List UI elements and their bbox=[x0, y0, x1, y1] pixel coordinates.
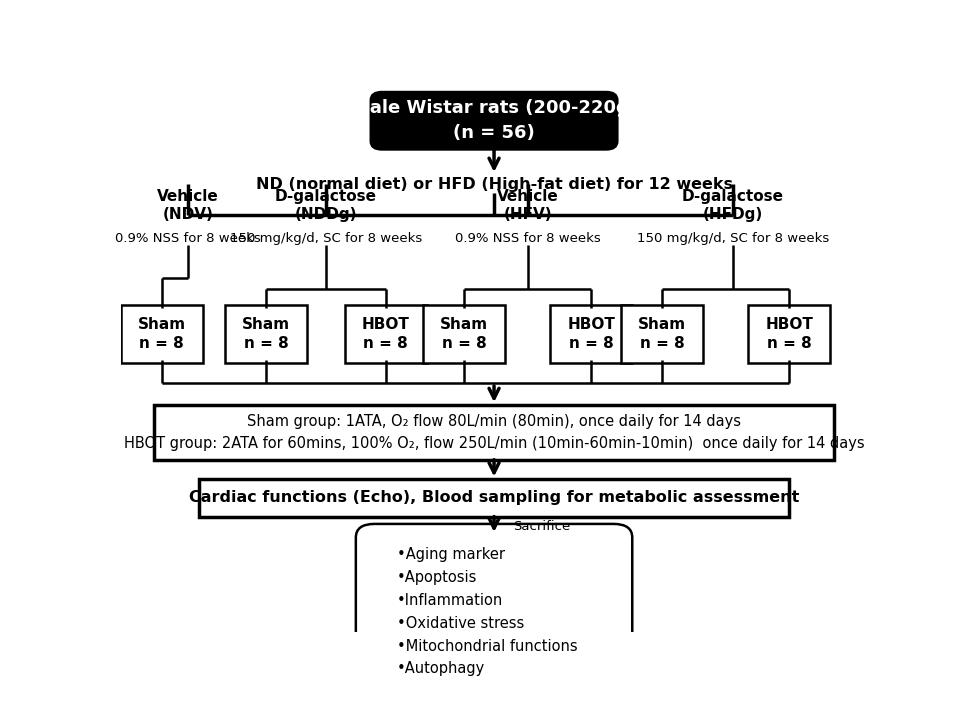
FancyBboxPatch shape bbox=[120, 305, 202, 363]
Text: Sacrifice: Sacrifice bbox=[513, 520, 570, 533]
Text: Sham
n = 8: Sham n = 8 bbox=[138, 317, 186, 351]
Text: Sham
n = 8: Sham n = 8 bbox=[242, 317, 290, 351]
FancyBboxPatch shape bbox=[748, 305, 830, 363]
Text: 0.9% NSS for 8 weeks: 0.9% NSS for 8 weeks bbox=[455, 231, 601, 245]
Text: Vehicle
(HFV): Vehicle (HFV) bbox=[496, 189, 558, 222]
Text: 150 mg/kg/d, SC for 8 weeks: 150 mg/kg/d, SC for 8 weeks bbox=[229, 231, 422, 245]
Text: Cardiac functions (Echo), Blood sampling for metabolic assessment: Cardiac functions (Echo), Blood sampling… bbox=[189, 491, 799, 506]
Text: Sham
n = 8: Sham n = 8 bbox=[638, 317, 686, 351]
Text: HBOT
n = 8: HBOT n = 8 bbox=[567, 317, 615, 351]
FancyBboxPatch shape bbox=[371, 92, 617, 149]
Text: D-galactose
(HFDg): D-galactose (HFDg) bbox=[683, 189, 784, 222]
Text: ND (normal diet) or HFD (High-fat diet) for 12 weeks: ND (normal diet) or HFD (High-fat diet) … bbox=[255, 178, 733, 192]
Text: HBOT
n = 8: HBOT n = 8 bbox=[362, 317, 410, 351]
Text: 150 mg/kg/d, SC for 8 weeks: 150 mg/kg/d, SC for 8 weeks bbox=[637, 231, 829, 245]
FancyBboxPatch shape bbox=[423, 305, 505, 363]
FancyBboxPatch shape bbox=[621, 305, 703, 363]
FancyBboxPatch shape bbox=[225, 305, 308, 363]
FancyBboxPatch shape bbox=[356, 524, 632, 647]
Text: Sham
n = 8: Sham n = 8 bbox=[441, 317, 488, 351]
FancyBboxPatch shape bbox=[199, 479, 790, 517]
Text: D-galactose
(NDDg): D-galactose (NDDg) bbox=[275, 189, 377, 222]
Text: Sham group: 1ATA, O₂ flow 80L/min (80min), once daily for 14 days
HBOT group: 2A: Sham group: 1ATA, O₂ flow 80L/min (80min… bbox=[123, 414, 865, 451]
FancyBboxPatch shape bbox=[550, 305, 632, 363]
Text: HBOT
n = 8: HBOT n = 8 bbox=[765, 317, 813, 351]
Text: Vehicle
(NDV): Vehicle (NDV) bbox=[157, 189, 219, 222]
Text: •Aging marker
•Apoptosis
•Inflammation
•Oxidative stress
•Mitochondrial function: •Aging marker •Apoptosis •Inflammation •… bbox=[397, 547, 577, 677]
FancyBboxPatch shape bbox=[154, 405, 834, 459]
FancyBboxPatch shape bbox=[345, 305, 427, 363]
Text: Male Wistar rats (200-220g)
(n = 56): Male Wistar rats (200-220g) (n = 56) bbox=[352, 99, 636, 142]
Text: 0.9% NSS for 8 weeks: 0.9% NSS for 8 weeks bbox=[115, 231, 260, 245]
